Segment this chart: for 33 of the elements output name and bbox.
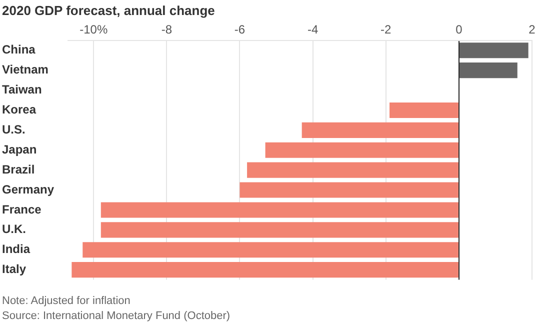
y-tick-label: India — [2, 242, 30, 256]
y-tick-label: Taiwan — [2, 82, 42, 97]
y-tick-label: Germany — [2, 182, 54, 196]
bar — [72, 262, 458, 278]
chart-title: 2020 GDP forecast, annual change — [1, 2, 216, 20]
bar — [240, 182, 458, 198]
bar — [459, 42, 528, 58]
y-tick-label: Vietnam — [2, 62, 48, 77]
y-tick-label: Korea — [2, 102, 36, 117]
y-tick-label: China — [2, 42, 36, 57]
y-tick-label: France — [2, 202, 42, 216]
bar — [265, 142, 458, 158]
bar — [100, 202, 458, 218]
text: Note: Adjusted for inflation — [2, 294, 132, 309]
source-note: Source: International Monetary Fund (October) — [2, 309, 232, 324]
bar — [459, 62, 518, 78]
y-tick-label: U.S. — [2, 122, 26, 136]
y-tick-label: Brazil — [2, 162, 35, 176]
bar — [390, 102, 458, 118]
bar — [302, 122, 458, 138]
y-tick-label: Japan — [2, 142, 37, 156]
x-tick-label: -10% — [80, 22, 108, 37]
y-tick-label: Italy — [2, 262, 26, 276]
x-tick-label: -6 — [234, 22, 246, 37]
x-tick-label: 0 — [456, 22, 463, 37]
x-tick-label: -8 — [161, 22, 172, 37]
bar — [82, 242, 458, 258]
x-tick-label: -2 — [380, 22, 392, 37]
bar — [247, 162, 458, 178]
bar — [100, 222, 458, 238]
y-tick-label: U.K. — [2, 222, 26, 236]
x-tick-label: -4 — [307, 22, 318, 37]
x-tick-label: 2 — [528, 22, 536, 37]
